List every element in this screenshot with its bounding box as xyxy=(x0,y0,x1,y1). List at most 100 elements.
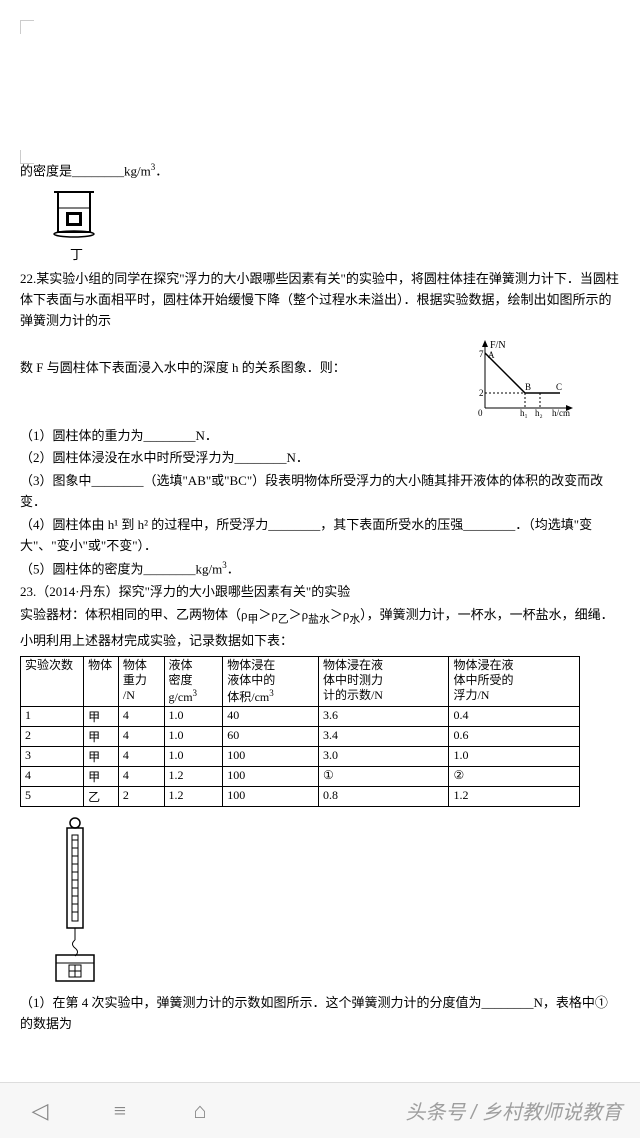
beaker-icon xyxy=(50,188,98,242)
q22-p5a: （5）圆柱体的密度为________kg/m xyxy=(20,562,222,577)
q23-mat-a: 实验器材：体积相同的甲、乙两物体（ρ xyxy=(20,607,248,622)
th-4: 物体浸在液体中的体积/cm3 xyxy=(223,656,319,706)
q23-title: （2014·丹东）探究"浮力的大小跟哪些因素有关"的实验 xyxy=(36,584,350,599)
table-row: 5乙21.21000.81.2 xyxy=(21,786,580,806)
table-cell: 0.8 xyxy=(318,786,449,806)
table-cell: 甲 xyxy=(84,706,119,726)
table-cell: 100 xyxy=(223,786,319,806)
table-cell: 0.6 xyxy=(449,726,580,746)
table-cell: ② xyxy=(449,766,580,786)
sub2: 乙 xyxy=(278,614,289,626)
gt3: ＞ρ xyxy=(330,607,350,622)
q22-p3: （3）图象中________（选填"AB"或"BC"）段表明物体所受浮力的大小随… xyxy=(20,471,620,513)
table-header-row: 实验次数 物体 物体重力/N 液体密度g/cm3 物体浸在液体中的体积/cm3 … xyxy=(21,656,580,706)
table-cell: ① xyxy=(318,766,449,786)
nav-menu-button[interactable]: ≡ xyxy=(80,1083,160,1139)
table-row: 3甲41.01003.01.0 xyxy=(21,746,580,766)
table-cell: 1.0 xyxy=(449,746,580,766)
q22-graph: F/N h/cm A B C 7 2 h₁ h₂ 0 xyxy=(470,338,580,422)
spring-scale-figure xyxy=(50,815,620,989)
q22-p5b: ． xyxy=(227,562,240,577)
svg-text:7: 7 xyxy=(479,349,484,359)
table-cell: 1.0 xyxy=(164,746,223,766)
svg-text:A: A xyxy=(488,350,495,360)
table-cell: 1.2 xyxy=(164,786,223,806)
q23-materials: 实验器材：体积相同的甲、乙两物体（ρ甲＞ρ乙＞ρ盐水＞ρ水），弹簧测力计，一杯水… xyxy=(20,605,620,629)
table-cell: 4 xyxy=(21,766,84,786)
graph-xlabel: h/cm xyxy=(552,408,570,418)
q23-preface: 小明利用上述器材完成实验，记录数据如下表： xyxy=(20,631,620,652)
table-cell: 100 xyxy=(223,766,319,786)
table-cell: 3.6 xyxy=(318,706,449,726)
th-5: 物体浸在液体中时测力计的示数/N xyxy=(318,656,449,706)
table-cell: 甲 xyxy=(84,746,119,766)
data-table: 实验次数 物体 物体重力/N 液体密度g/cm3 物体浸在液体中的体积/cm3 … xyxy=(20,656,580,807)
table-cell: 1.0 xyxy=(164,726,223,746)
table-cell: 3.0 xyxy=(318,746,449,766)
beaker-figure xyxy=(50,188,620,242)
table-cell: 3 xyxy=(21,746,84,766)
table-row: 1甲41.0403.60.4 xyxy=(21,706,580,726)
q22-p4: （4）圆柱体由 h¹ 到 h² 的过程中，所受浮力________，其下表面所受… xyxy=(20,515,620,557)
table-cell: 5 xyxy=(21,786,84,806)
cropmark-mid-left xyxy=(20,150,34,164)
density-unit: kg/m xyxy=(124,163,151,178)
table-cell: 4 xyxy=(118,746,164,766)
svg-text:B: B xyxy=(525,382,531,392)
table-cell: 甲 xyxy=(84,726,119,746)
document-page: 的密度是________kg/m3． 丁 22.某实验小组的同学在探究"浮力的大… xyxy=(0,0,640,1035)
table-cell: 4 xyxy=(118,726,164,746)
bottom-nav-bar: ◁ ≡ ⌂ 头条号 / 乡村教师说教育 xyxy=(0,1082,640,1138)
cropmark-top-left xyxy=(20,20,34,34)
q22-body2: 数 F 与圆柱体下表面浸入水中的深度 h 的关系图象．则： xyxy=(20,338,470,379)
sub4: 水 xyxy=(349,614,360,626)
table-row: 4甲41.2100①② xyxy=(21,766,580,786)
density-unit-sup: 3 xyxy=(151,162,156,172)
graph-icon: F/N h/cm A B C 7 2 h₁ h₂ 0 xyxy=(470,338,580,418)
table-body: 1甲41.0403.60.42甲41.0603.40.63甲41.01003.0… xyxy=(21,706,580,806)
table-cell: 1 xyxy=(21,706,84,726)
gt1: ＞ρ xyxy=(258,607,278,622)
q22-graph-row: 数 F 与圆柱体下表面浸入水中的深度 h 的关系图象．则： F/N h/cm A… xyxy=(20,338,620,422)
q23-mat-b: ），弹簧测力计，一杯水，一杯盐水，细绳． xyxy=(360,607,614,622)
table-cell: 4 xyxy=(118,766,164,786)
table-cell: 1.0 xyxy=(164,706,223,726)
sub3: 盐水 xyxy=(308,614,330,626)
q22-num: 22. xyxy=(20,271,36,286)
sub1: 甲 xyxy=(248,614,259,626)
spring-scale-icon xyxy=(50,815,100,985)
density-line: 的密度是________kg/m3． xyxy=(20,160,620,182)
table-cell: 3.4 xyxy=(318,726,449,746)
table-cell: 100 xyxy=(223,746,319,766)
q22-p1: （1）圆柱体的重力为________N． xyxy=(20,426,620,447)
q23-title-line: 23.（2014·丹东）探究"浮力的大小跟哪些因素有关"的实验 xyxy=(20,582,620,603)
svg-text:C: C xyxy=(556,382,562,392)
th-3: 液体密度g/cm3 xyxy=(164,656,223,706)
th-0: 实验次数 xyxy=(21,656,84,706)
table-cell: 1.2 xyxy=(449,786,580,806)
density-prefix: 的密度是 xyxy=(20,163,72,178)
beaker-caption: 丁 xyxy=(70,244,620,263)
svg-text:2: 2 xyxy=(479,388,484,398)
table-cell: 0.4 xyxy=(449,706,580,726)
th-1: 物体 xyxy=(84,656,119,706)
nav-back-button[interactable]: ◁ xyxy=(0,1083,80,1139)
table-cell: 1.2 xyxy=(164,766,223,786)
table-cell: 乙 xyxy=(84,786,119,806)
th-2: 物体重力/N xyxy=(118,656,164,706)
table-cell: 2 xyxy=(118,786,164,806)
density-blank: ________ xyxy=(72,163,124,178)
q22-p2: （2）圆柱体浸没在水中时所受浮力为________N． xyxy=(20,448,620,469)
svg-text:h₁: h₁ xyxy=(520,408,528,418)
th-6: 物体浸在液体中所受的浮力/N xyxy=(449,656,580,706)
q22-text: 22.某实验小组的同学在探究"浮力的大小跟哪些因素有关"的实验中，将圆柱体挂在弹… xyxy=(20,269,620,331)
svg-text:h₂: h₂ xyxy=(535,408,543,418)
table-cell: 40 xyxy=(223,706,319,726)
table-cell: 甲 xyxy=(84,766,119,786)
q23-p1: （1）在第 4 次实验中，弹簧测力计的示数如图所示．这个弹簧测力计的分度值为__… xyxy=(20,993,620,1035)
svg-text:0: 0 xyxy=(478,408,483,418)
nav-home-button[interactable]: ⌂ xyxy=(160,1083,240,1139)
table-cell: 4 xyxy=(118,706,164,726)
table-row: 2甲41.0603.40.6 xyxy=(21,726,580,746)
table-cell: 60 xyxy=(223,726,319,746)
